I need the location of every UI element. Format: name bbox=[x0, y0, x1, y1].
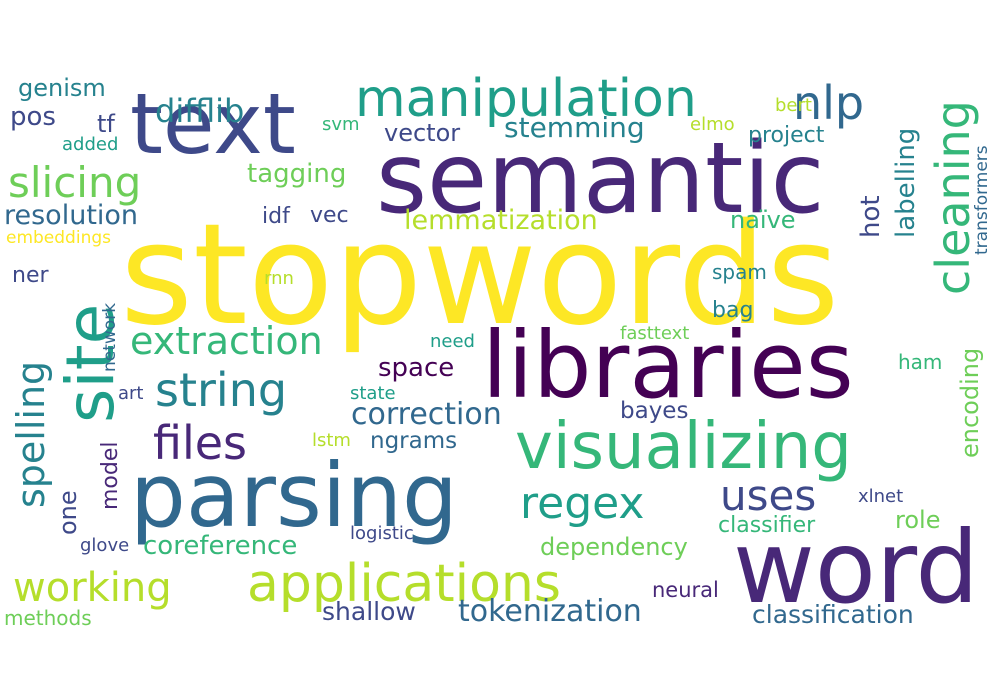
word-idf: idf bbox=[262, 204, 290, 229]
word-logistic: logistic bbox=[350, 523, 414, 544]
word-vec: vec bbox=[310, 203, 349, 228]
word-resolution: resolution bbox=[4, 200, 139, 231]
word-files: files bbox=[153, 416, 248, 470]
word-extraction: extraction bbox=[130, 319, 323, 363]
word-tagging: tagging bbox=[247, 159, 347, 189]
word-project: project bbox=[748, 123, 825, 148]
word-one: one bbox=[54, 490, 82, 535]
word-regex: regex bbox=[520, 478, 645, 529]
word-vector: vector bbox=[384, 119, 461, 147]
word-parsing: parsing bbox=[130, 444, 458, 547]
word-classifier: classifier bbox=[718, 513, 816, 538]
word-bert: bert bbox=[775, 95, 812, 116]
word-bayes: bayes bbox=[620, 398, 689, 424]
word-dependency: dependency bbox=[540, 533, 688, 561]
word-shallow: shallow bbox=[322, 597, 416, 626]
word-state: state bbox=[350, 383, 396, 404]
word-slicing: slicing bbox=[8, 158, 142, 207]
word-applications: applications bbox=[247, 554, 561, 614]
word-stemming: stemming bbox=[504, 111, 645, 144]
word-added: added bbox=[62, 134, 119, 155]
word-role: role bbox=[895, 506, 941, 534]
word-difflib: difflib bbox=[155, 92, 245, 130]
word-xlnet: xlnet bbox=[858, 486, 904, 507]
word-methods: methods bbox=[4, 606, 92, 630]
word-network: network bbox=[100, 302, 120, 372]
word-visualizing: visualizing bbox=[515, 410, 852, 484]
word-svm: svm bbox=[322, 114, 360, 135]
word-working: working bbox=[13, 565, 172, 611]
word-need: need bbox=[430, 331, 475, 352]
word-tf: tf bbox=[97, 110, 115, 138]
word-cleaning: cleaning bbox=[926, 100, 980, 295]
word-glove: glove bbox=[80, 535, 130, 556]
word-libraries: libraries bbox=[482, 312, 854, 419]
word-pos: pos bbox=[10, 102, 56, 132]
word-nlp: nlp bbox=[793, 76, 865, 130]
word-spam: spam bbox=[712, 260, 767, 284]
word-word: word bbox=[733, 509, 979, 626]
word-manipulation: manipulation bbox=[355, 69, 697, 129]
word-labelling: labelling bbox=[891, 127, 921, 238]
word-ham: ham bbox=[898, 350, 943, 374]
word-fasttext: fasttext bbox=[620, 323, 690, 344]
word-transformers: transformers bbox=[972, 145, 992, 255]
word-semantic: semantic bbox=[376, 122, 825, 236]
word-stopwords: stopwords bbox=[120, 194, 840, 357]
word-text: text bbox=[130, 75, 296, 173]
word-genism: genism bbox=[18, 74, 106, 102]
word-space: space bbox=[378, 353, 455, 383]
word-tokenization: tokenization bbox=[458, 594, 642, 629]
word-embeddings: embeddings bbox=[6, 228, 111, 248]
word-ner: ner bbox=[12, 263, 49, 288]
word-spelling: spelling bbox=[9, 360, 53, 508]
word-rnn: rnn bbox=[264, 268, 294, 289]
word-string: string bbox=[155, 363, 288, 417]
word-lstm: lstm bbox=[312, 430, 351, 451]
word-classification: classification bbox=[752, 600, 914, 629]
word-model: model bbox=[98, 441, 123, 510]
word-elmo: elmo bbox=[690, 114, 735, 135]
word-lemmatization: lemmatization bbox=[404, 205, 598, 236]
word-correction: correction bbox=[351, 397, 502, 432]
word-ngrams: ngrams bbox=[370, 428, 458, 454]
word-art: art bbox=[118, 383, 144, 404]
word-bag: bag bbox=[712, 298, 754, 323]
word-coreference: coreference bbox=[143, 531, 298, 561]
word-encoding: encoding bbox=[956, 347, 984, 458]
word-naive: naïve bbox=[730, 206, 796, 234]
word-uses: uses bbox=[720, 471, 817, 520]
word-hot: hot bbox=[856, 195, 886, 238]
word-neural: neural bbox=[652, 578, 719, 602]
